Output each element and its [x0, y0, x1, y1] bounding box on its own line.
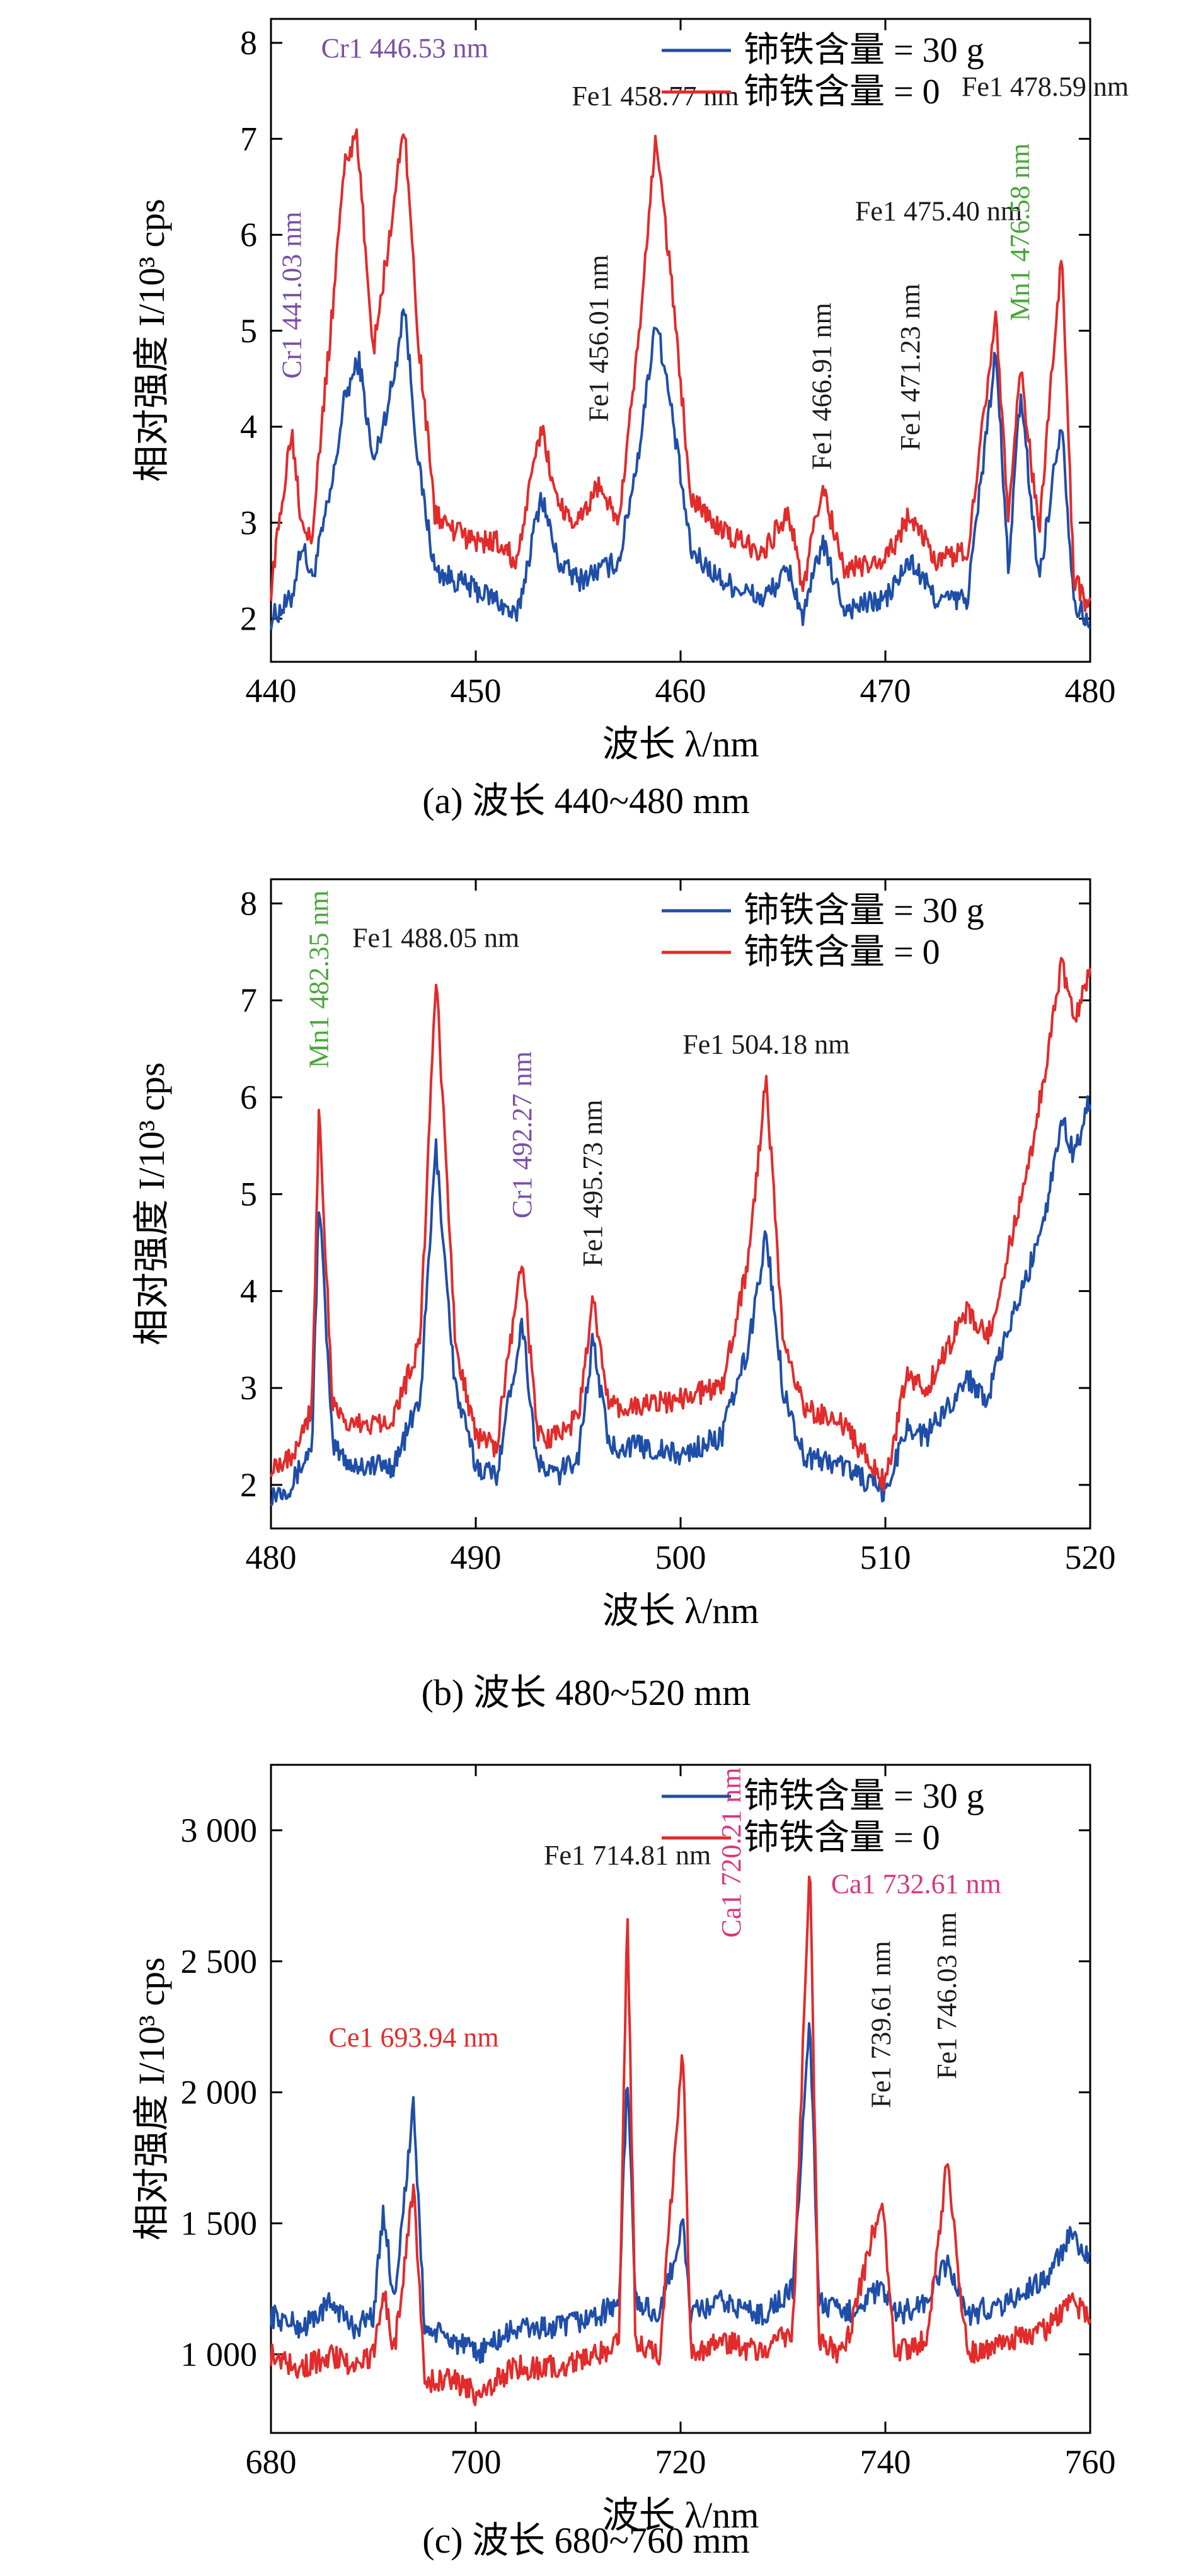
y-tick-label: 8: [240, 24, 257, 62]
y-tick-label: 1 000: [181, 2335, 258, 2373]
y-tick-label: 5: [240, 312, 257, 350]
peak-annotation: Fe1 466.91 nm: [807, 303, 837, 470]
legend-label: 铈铁含量 = 30 g: [744, 891, 984, 930]
y-tick-label: 8: [240, 884, 257, 922]
peak-annotation: Fe1 504.18 nm: [682, 1029, 849, 1060]
y-axis-label: 相对强度 I/10³ cps: [131, 1957, 172, 2240]
series-line-0: [270, 957, 1091, 1492]
y-tick-label: 3: [240, 1369, 257, 1407]
x-tick-label: 500: [655, 1539, 706, 1576]
peak-annotation: Fe1 488.05 nm: [352, 923, 519, 954]
y-tick-label: 2 500: [181, 1943, 258, 1980]
peak-annotation: Fe1 458.77 nm: [572, 81, 739, 112]
peak-annotation: Ca1 732.61 nm: [831, 1869, 1001, 1900]
y-tick-label: 5: [240, 1175, 257, 1213]
y-tick-label: 7: [240, 120, 257, 158]
x-tick-label: 440: [246, 672, 297, 710]
series-line-0: [270, 128, 1091, 613]
x-tick-label: 460: [655, 672, 706, 710]
y-tick-label: 4: [240, 1272, 257, 1310]
panel-caption: (c) 波长 680~760 mm: [422, 2520, 749, 2561]
chart-panel-c: 680 700 720 740 760 1 000 1 500 2 000 2 500 3 000…: [131, 1764, 1116, 2561]
peak-annotation: Fe1 475.40 nm: [855, 196, 1022, 227]
plot-frame: [270, 18, 1091, 663]
peak-annotation: Fe1 714.81 nm: [544, 1840, 711, 1871]
peak-annotation: Cr1 441.03 nm: [276, 212, 307, 379]
y-tick-label: 2: [240, 1466, 257, 1504]
y-axis-label: 相对强度 I/10³ cps: [131, 199, 172, 482]
series-line-30g: [270, 308, 1091, 630]
chart-panel-b: 480 490 500 510 520 2 3 4 5 6 7 8 Mn1 482.35 nm Fe1 4…: [131, 878, 1116, 1713]
x-tick-label: 490: [451, 1539, 502, 1576]
x-tick-label: 680: [246, 2443, 297, 2481]
x-tick-label: 510: [860, 1539, 911, 1576]
chart-panel-a: 440 450 460 470 480 2 3 4 5 6 7 8 Cr1 441.03 nm Cr1 4…: [131, 18, 1129, 821]
peak-annotation: Cr1 446.53 nm: [321, 33, 488, 64]
y-tick-label: 3: [240, 504, 257, 541]
series-line-30g: [270, 1095, 1091, 1507]
x-tick-label: 760: [1065, 2443, 1116, 2481]
peak-annotation: Fe1 471.23 nm: [895, 284, 926, 451]
x-tick-label: 450: [451, 672, 502, 710]
y-axis-label: 相对强度 I/10³ cps: [131, 1062, 172, 1345]
peak-annotation: Fe1 478.59 nm: [962, 71, 1129, 102]
y-tick-label: 2 000: [181, 2074, 258, 2111]
y-tick-label: 6: [240, 216, 257, 254]
x-axis-label: 波长 λ/nm: [602, 1590, 759, 1631]
peak-annotation: Mn1 476.58 nm: [1004, 143, 1035, 321]
peak-annotation: Fe1 456.01 nm: [583, 255, 614, 422]
peak-annotation: Ca1 720.21 nm: [716, 1767, 747, 1938]
panel-caption: (b) 波长 480~520 mm: [422, 1672, 751, 1713]
peak-annotation: Ce1 693.94 nm: [328, 2022, 498, 2053]
y-tick-label: 3 000: [181, 1811, 258, 1849]
y-tick-label: 7: [240, 981, 257, 1019]
legend-label: 铈铁含量 = 30 g: [744, 1777, 984, 1816]
x-tick-label: 470: [860, 672, 911, 710]
legend-label: 铈铁含量 = 0: [744, 72, 940, 112]
legend-label: 铈铁含量 = 0: [744, 933, 940, 972]
y-tick-label: 1 500: [181, 2204, 258, 2242]
x-axis-label: 波长 λ/nm: [602, 2495, 759, 2536]
plot-frame: [270, 878, 1091, 1530]
x-tick-label: 480: [246, 1539, 297, 1576]
legend-label: 铈铁含量 = 0: [744, 1818, 940, 1857]
peak-annotation: Cr1 492.27 nm: [507, 1051, 538, 1218]
y-tick-label: 6: [240, 1078, 257, 1116]
series-line-30g: [270, 2022, 1091, 2364]
peak-annotation: Fe1 495.73 nm: [577, 1100, 608, 1267]
panel-caption: (a) 波长 440~480 mm: [422, 780, 749, 821]
x-axis-label: 波长 λ/nm: [602, 724, 759, 765]
legend-label: 铈铁含量 = 30 g: [744, 31, 984, 70]
y-tick-label: 2: [240, 599, 257, 637]
x-tick-label: 740: [860, 2443, 911, 2481]
peak-annotation: Fe1 746.03 nm: [931, 1912, 962, 2079]
peak-annotation: Mn1 482.35 nm: [303, 890, 334, 1068]
x-tick-label: 720: [655, 2443, 706, 2481]
x-tick-label: 520: [1065, 1539, 1116, 1576]
x-tick-label: 700: [451, 2443, 502, 2481]
peak-annotation: Fe1 739.61 nm: [866, 1941, 897, 2108]
series-line-0: [270, 1875, 1091, 2406]
x-tick-label: 480: [1065, 672, 1116, 710]
y-tick-label: 4: [240, 408, 257, 446]
